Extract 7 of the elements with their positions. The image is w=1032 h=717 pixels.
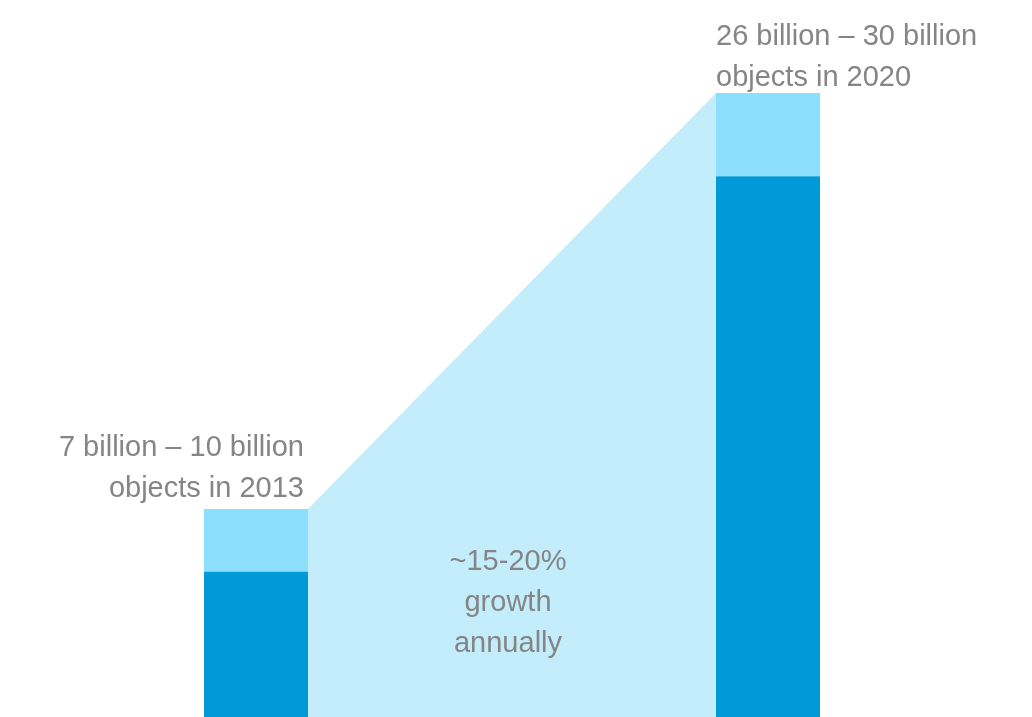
bar xyxy=(204,509,308,572)
bar xyxy=(716,93,820,177)
bar xyxy=(716,176,820,717)
bar xyxy=(204,571,308,717)
text: 26 billion – 30 billion objects in 2020 xyxy=(716,18,978,92)
annotation: ~15-20% growth annually xyxy=(449,543,567,658)
annotation: 7 billion – 10 billion objects in 2013 xyxy=(58,429,304,503)
